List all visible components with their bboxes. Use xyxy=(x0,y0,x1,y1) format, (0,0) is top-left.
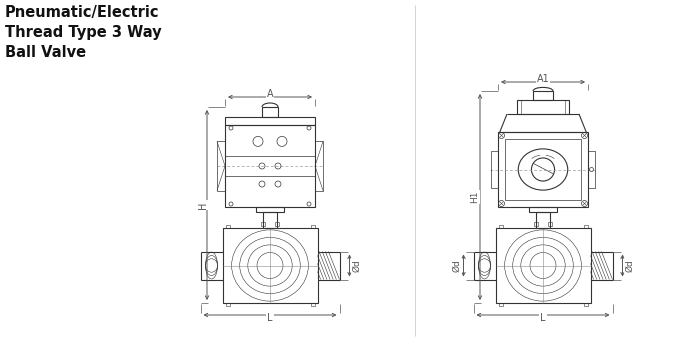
Bar xyxy=(583,303,588,306)
Bar xyxy=(225,117,315,125)
Bar xyxy=(256,207,284,212)
Text: H1: H1 xyxy=(471,191,479,203)
Text: Ød: Ød xyxy=(452,259,461,272)
Bar xyxy=(226,303,230,306)
Text: A1: A1 xyxy=(537,74,549,84)
Text: L: L xyxy=(540,313,546,323)
Bar xyxy=(261,222,265,226)
Bar xyxy=(583,225,588,228)
Bar xyxy=(225,125,315,207)
Bar xyxy=(217,142,225,191)
Bar xyxy=(226,225,230,228)
Bar xyxy=(275,222,279,226)
Bar xyxy=(491,151,498,188)
Bar xyxy=(536,212,550,228)
Bar xyxy=(311,303,314,306)
Bar xyxy=(517,100,569,114)
Bar xyxy=(315,142,323,191)
Bar xyxy=(262,107,278,117)
Bar xyxy=(496,228,590,303)
Bar xyxy=(534,222,538,226)
Bar xyxy=(588,151,595,188)
Bar xyxy=(505,139,581,200)
Bar xyxy=(529,207,557,212)
Text: L: L xyxy=(267,313,273,323)
Bar xyxy=(263,212,277,228)
Text: H: H xyxy=(198,201,208,209)
Text: A: A xyxy=(267,89,273,99)
Bar xyxy=(498,303,503,306)
Text: Pneumatic/Electric
Thread Type 3 Way
Ball Valve: Pneumatic/Electric Thread Type 3 Way Bal… xyxy=(5,5,162,60)
Bar xyxy=(222,228,318,303)
Bar xyxy=(533,91,553,100)
Bar xyxy=(548,222,552,226)
Text: Ød: Ød xyxy=(352,259,361,272)
Bar xyxy=(311,225,314,228)
Bar xyxy=(498,225,503,228)
Text: Ød: Ød xyxy=(625,259,634,272)
Bar xyxy=(498,132,588,207)
